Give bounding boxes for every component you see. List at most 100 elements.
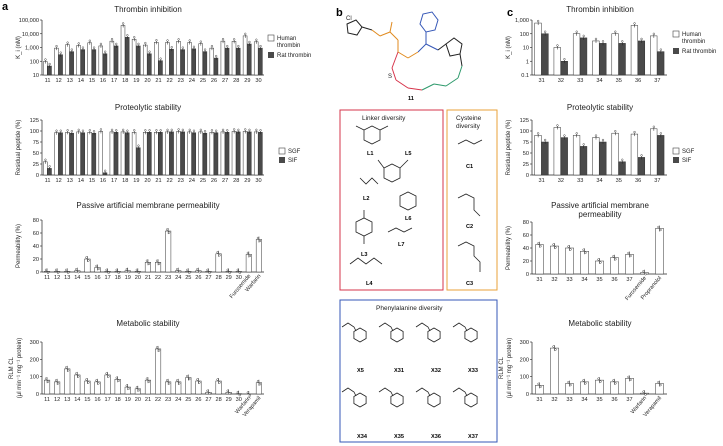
bar bbox=[209, 47, 215, 76]
data-point bbox=[255, 128, 258, 131]
legend-a-stability: SGF SIF bbox=[278, 147, 301, 164]
bar bbox=[147, 53, 152, 76]
bar bbox=[142, 44, 148, 76]
y-tick-label: 0 bbox=[526, 272, 529, 278]
bar bbox=[209, 132, 215, 176]
chart-title: Metabolic stability bbox=[116, 319, 179, 328]
x-tick-label: 12 bbox=[56, 178, 62, 184]
bar bbox=[113, 45, 119, 76]
data-point bbox=[85, 378, 88, 381]
data-point bbox=[159, 129, 162, 132]
data-point bbox=[582, 143, 585, 146]
x-tick-label: 34 bbox=[581, 397, 587, 403]
bar bbox=[109, 40, 115, 76]
data-point bbox=[226, 389, 229, 392]
data-point bbox=[44, 58, 47, 61]
bar bbox=[98, 45, 104, 76]
data-point bbox=[246, 391, 249, 394]
data-point bbox=[145, 377, 149, 380]
bar bbox=[618, 43, 626, 76]
data-point bbox=[659, 132, 662, 135]
data-point bbox=[181, 46, 184, 49]
data-point bbox=[125, 268, 128, 271]
phenyl-ring bbox=[390, 327, 404, 343]
data-point bbox=[88, 129, 91, 132]
bar bbox=[165, 230, 172, 273]
bar bbox=[224, 132, 230, 176]
x-tick-label: 31 bbox=[539, 178, 545, 184]
data-point bbox=[110, 128, 114, 131]
data-point bbox=[601, 138, 605, 142]
bar bbox=[553, 127, 561, 176]
x-tick-label: 26 bbox=[211, 178, 217, 184]
data-point bbox=[137, 42, 140, 46]
data-point bbox=[228, 392, 231, 395]
data-point bbox=[110, 38, 114, 41]
bar bbox=[191, 48, 197, 76]
data-point bbox=[196, 378, 199, 381]
y-axis-label: Residual peptide (%) bbox=[16, 120, 22, 176]
data-point bbox=[210, 45, 214, 48]
bar bbox=[258, 47, 263, 76]
data-point bbox=[233, 38, 236, 41]
y-tick-label: 1,000 bbox=[515, 18, 529, 24]
phenylalanine-diversity-box: Phenylalanine diversity X5 X31 X32 X33 X… bbox=[339, 299, 498, 443]
data-point bbox=[159, 57, 162, 60]
bar bbox=[136, 45, 141, 76]
bar bbox=[202, 51, 208, 76]
data-point bbox=[188, 39, 191, 42]
data-point bbox=[81, 46, 85, 49]
x-tick-label: 14 bbox=[74, 275, 80, 281]
data-point bbox=[575, 132, 578, 135]
bar bbox=[169, 131, 174, 176]
data-point bbox=[155, 39, 158, 42]
data-point bbox=[597, 377, 600, 380]
data-point bbox=[256, 380, 260, 383]
phe-X31: X31 bbox=[394, 368, 404, 374]
data-point bbox=[544, 138, 547, 142]
x-tick-label: 36 bbox=[611, 397, 617, 403]
bar bbox=[253, 41, 259, 76]
data-point bbox=[228, 271, 231, 274]
x-tick-label: 13 bbox=[64, 275, 70, 281]
chart-a-stability: Proteolytic stability 0 25 50 75 100 125 Residu… bbox=[16, 103, 264, 184]
y-tick-label: 200 bbox=[520, 357, 529, 363]
data-point bbox=[67, 369, 70, 372]
data-point bbox=[582, 379, 585, 382]
data-point bbox=[155, 129, 158, 132]
data-point bbox=[122, 22, 125, 25]
bar bbox=[91, 49, 97, 76]
data-point bbox=[137, 271, 140, 274]
bar bbox=[109, 131, 115, 176]
data-point bbox=[48, 165, 51, 168]
y-tick-label: 125 bbox=[30, 118, 39, 124]
phenyl-ring bbox=[427, 392, 441, 408]
x-tick-label: 21 bbox=[155, 78, 161, 84]
legend-c-stability: SGF SIF bbox=[672, 147, 695, 164]
x-tick-label: 20 bbox=[144, 178, 150, 184]
data-point bbox=[170, 128, 173, 131]
data-point bbox=[144, 41, 147, 45]
bar bbox=[534, 135, 542, 176]
x-tick-label: 15 bbox=[84, 397, 90, 403]
y-tick-label: 60 bbox=[33, 231, 39, 237]
data-point bbox=[97, 382, 100, 385]
data-point bbox=[75, 268, 78, 271]
x-tick-label: 23 bbox=[178, 78, 184, 84]
x-tick-label: 11 bbox=[45, 178, 51, 184]
chart-title: Passive artificial membrane permeability bbox=[551, 201, 649, 219]
data-point bbox=[137, 389, 140, 392]
phenyl-ring bbox=[353, 392, 367, 408]
bar bbox=[258, 132, 263, 176]
cys-box-title-2: diversity bbox=[456, 123, 481, 130]
data-point bbox=[642, 270, 645, 273]
cysteine-C3: C3 bbox=[466, 281, 473, 287]
data-point bbox=[246, 251, 249, 255]
bar bbox=[198, 131, 203, 176]
x-tick-label: 31 bbox=[536, 397, 542, 403]
x-tick-label: 28 bbox=[215, 275, 221, 281]
data-point bbox=[166, 228, 169, 231]
data-point bbox=[107, 271, 110, 274]
bar bbox=[572, 135, 581, 176]
bar bbox=[76, 45, 81, 76]
